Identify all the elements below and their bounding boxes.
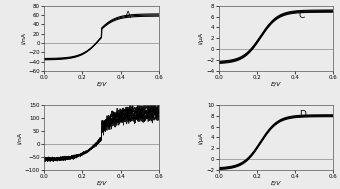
Y-axis label: i/nA: i/nA [21, 32, 26, 44]
Text: A: A [124, 11, 131, 20]
X-axis label: E/V: E/V [271, 81, 281, 87]
Y-axis label: i/μA: i/μA [199, 131, 203, 143]
Y-axis label: i/nA: i/nA [17, 131, 22, 143]
Text: B: B [124, 110, 131, 119]
Text: D: D [299, 110, 306, 119]
Text: C: C [299, 11, 305, 20]
X-axis label: E/V: E/V [96, 81, 107, 87]
X-axis label: E/V: E/V [271, 181, 281, 186]
X-axis label: E/V: E/V [96, 181, 107, 186]
Y-axis label: i/μA: i/μA [199, 32, 203, 44]
